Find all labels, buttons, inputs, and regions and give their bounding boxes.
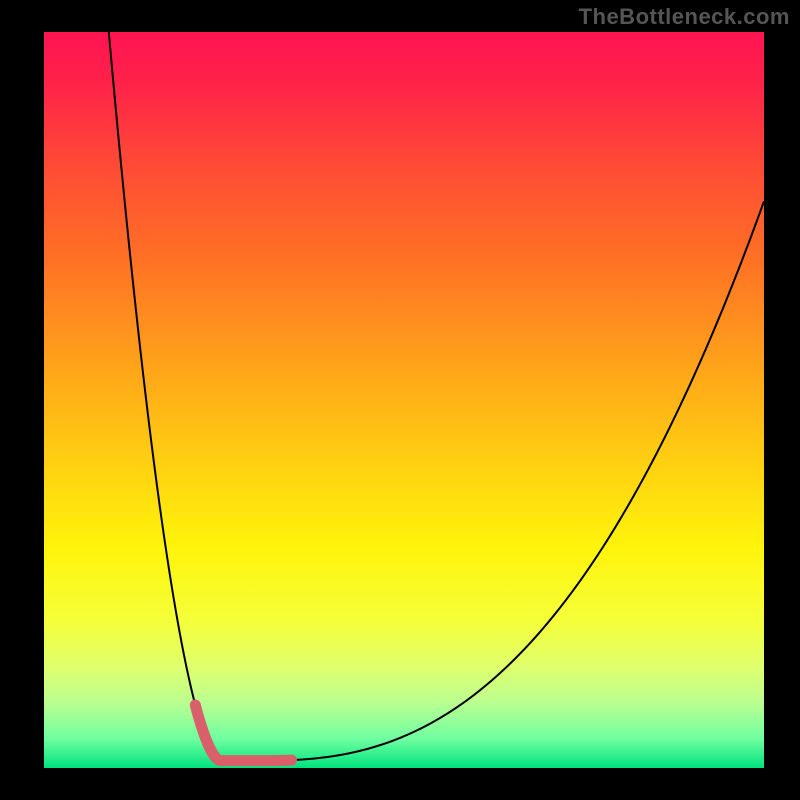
bottleneck-chart-svg bbox=[0, 0, 800, 800]
chart-stage: TheBottleneck.com bbox=[0, 0, 800, 800]
